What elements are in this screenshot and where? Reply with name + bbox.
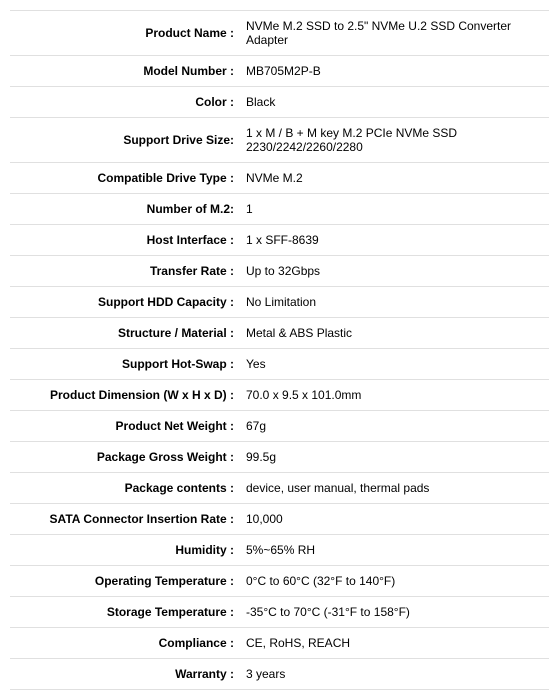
spec-row: Package contents :device, user manual, t…: [10, 473, 549, 504]
spec-value: No Limitation: [240, 287, 549, 318]
spec-row: Compliance :CE, RoHS, REACH: [10, 628, 549, 659]
spec-row: Structure / Material :Metal & ABS Plasti…: [10, 318, 549, 349]
spec-label: Humidity :: [10, 535, 240, 566]
spec-label: Color :: [10, 87, 240, 118]
spec-value: 5%~65% RH: [240, 535, 549, 566]
spec-label: Storage Temperature :: [10, 597, 240, 628]
spec-value: -35°C to 70°C (-31°F to 158°F): [240, 597, 549, 628]
spec-row: Humidity :5%~65% RH: [10, 535, 549, 566]
spec-value: 3 years: [240, 659, 549, 690]
spec-value: Black: [240, 87, 549, 118]
spec-row: SATA Connector Insertion Rate :10,000: [10, 504, 549, 535]
spec-tbody: Product Name :NVMe M.2 SSD to 2.5" NVMe …: [10, 11, 549, 690]
spec-label: Product Name :: [10, 11, 240, 56]
spec-label: Host Interface :: [10, 225, 240, 256]
spec-label: Transfer Rate :: [10, 256, 240, 287]
spec-label: Package Gross Weight :: [10, 442, 240, 473]
spec-label: Product Net Weight :: [10, 411, 240, 442]
specifications-table: Product Name :NVMe M.2 SSD to 2.5" NVMe …: [10, 10, 549, 690]
spec-value: Metal & ABS Plastic: [240, 318, 549, 349]
spec-label: Operating Temperature :: [10, 566, 240, 597]
spec-row: Model Number :MB705M2P-B: [10, 56, 549, 87]
spec-row: Compatible Drive Type :NVMe M.2: [10, 163, 549, 194]
spec-value: NVMe M.2 SSD to 2.5" NVMe U.2 SSD Conver…: [240, 11, 549, 56]
spec-value: NVMe M.2: [240, 163, 549, 194]
spec-value: Yes: [240, 349, 549, 380]
spec-value: 10,000: [240, 504, 549, 535]
spec-row: Storage Temperature :-35°C to 70°C (-31°…: [10, 597, 549, 628]
spec-row: Operating Temperature :0°C to 60°C (32°F…: [10, 566, 549, 597]
spec-value: 1: [240, 194, 549, 225]
spec-label: Package contents :: [10, 473, 240, 504]
spec-label: Support Drive Size:: [10, 118, 240, 163]
spec-value: device, user manual, thermal pads: [240, 473, 549, 504]
spec-row: Transfer Rate :Up to 32Gbps: [10, 256, 549, 287]
spec-label: Number of M.2:: [10, 194, 240, 225]
spec-label: Support HDD Capacity :: [10, 287, 240, 318]
spec-label: Product Dimension (W x H x D) :: [10, 380, 240, 411]
spec-row: Warranty :3 years: [10, 659, 549, 690]
spec-label: Structure / Material :: [10, 318, 240, 349]
spec-row: Host Interface :1 x SFF-8639: [10, 225, 549, 256]
spec-value: 0°C to 60°C (32°F to 140°F): [240, 566, 549, 597]
spec-value: MB705M2P-B: [240, 56, 549, 87]
spec-value: 1 x M / B + M key M.2 PCIe NVMe SSD 2230…: [240, 118, 549, 163]
spec-row: Color :Black: [10, 87, 549, 118]
spec-label: Model Number :: [10, 56, 240, 87]
spec-row: Package Gross Weight :99.5g: [10, 442, 549, 473]
spec-row: Product Name :NVMe M.2 SSD to 2.5" NVMe …: [10, 11, 549, 56]
spec-value: 67g: [240, 411, 549, 442]
spec-label: Support Hot-Swap :: [10, 349, 240, 380]
spec-value: 99.5g: [240, 442, 549, 473]
spec-label: SATA Connector Insertion Rate :: [10, 504, 240, 535]
spec-row: Number of M.2:1: [10, 194, 549, 225]
spec-row: Support Drive Size:1 x M / B + M key M.2…: [10, 118, 549, 163]
spec-label: Compatible Drive Type :: [10, 163, 240, 194]
spec-row: Support HDD Capacity :No Limitation: [10, 287, 549, 318]
spec-row: Support Hot-Swap :Yes: [10, 349, 549, 380]
spec-value: Up to 32Gbps: [240, 256, 549, 287]
spec-label: Warranty :: [10, 659, 240, 690]
spec-value: 70.0 x 9.5 x 101.0mm: [240, 380, 549, 411]
spec-row: Product Dimension (W x H x D) :70.0 x 9.…: [10, 380, 549, 411]
spec-label: Compliance :: [10, 628, 240, 659]
spec-row: Product Net Weight :67g: [10, 411, 549, 442]
spec-value: 1 x SFF-8639: [240, 225, 549, 256]
spec-value: CE, RoHS, REACH: [240, 628, 549, 659]
